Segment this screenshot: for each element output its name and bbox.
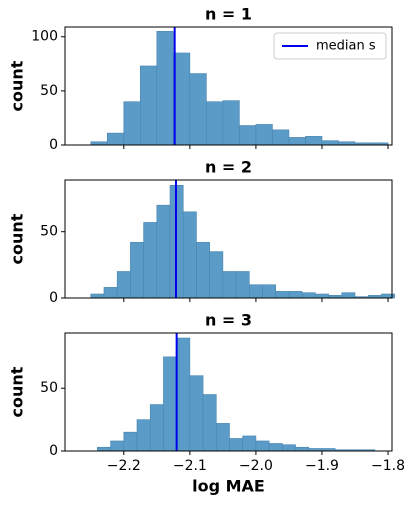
legend-box bbox=[273, 32, 387, 60]
histogram-bar bbox=[163, 356, 177, 452]
axes-frame bbox=[64, 26, 393, 146]
histogram-bar bbox=[206, 101, 224, 146]
histogram-bar bbox=[229, 438, 244, 452]
histogram-bar bbox=[239, 125, 257, 146]
histogram-bar bbox=[315, 293, 329, 299]
histogram-bar bbox=[282, 444, 296, 452]
histogram-bar bbox=[123, 101, 141, 146]
histogram-bar bbox=[136, 419, 151, 452]
y-tick-label: 0 bbox=[49, 290, 58, 306]
x-axis-label: log MAE bbox=[192, 477, 265, 496]
histogram-bar bbox=[222, 100, 240, 146]
x-tick-label: −2.0 bbox=[239, 458, 273, 474]
y-axis-label: count bbox=[8, 366, 27, 417]
y-axis-label: count bbox=[8, 60, 27, 111]
histogram-bar bbox=[196, 242, 210, 299]
histogram-bar bbox=[249, 284, 263, 299]
histogram-bar bbox=[97, 446, 111, 452]
histogram-bar bbox=[106, 132, 125, 146]
subplot-title: n = 1 bbox=[205, 5, 252, 24]
histogram-bar bbox=[275, 291, 290, 299]
histogram-bar bbox=[130, 242, 144, 299]
histogram-bar bbox=[140, 65, 158, 146]
histogram-bar bbox=[182, 211, 197, 299]
y-tick-label: 50 bbox=[40, 224, 58, 240]
histogram-bar bbox=[268, 443, 283, 452]
histogram-bar bbox=[176, 337, 191, 452]
histogram-bar bbox=[143, 222, 158, 299]
y-axis-label: count bbox=[8, 213, 27, 264]
subplot-title: n = 3 bbox=[205, 311, 252, 330]
histogram-bar bbox=[173, 52, 191, 146]
histogram-bar bbox=[295, 446, 310, 452]
histogram-bar bbox=[341, 292, 356, 299]
histogram-bar bbox=[90, 293, 105, 299]
y-tick-label: 0 bbox=[49, 137, 58, 153]
x-tick-label: −1.9 bbox=[305, 458, 339, 474]
axes-frame bbox=[64, 332, 393, 452]
histogram-bar bbox=[116, 271, 131, 299]
histogram-bar bbox=[305, 136, 323, 146]
x-tick-label: −1.8 bbox=[371, 458, 405, 474]
histogram-bar bbox=[288, 291, 303, 299]
y-tick-label: 50 bbox=[40, 83, 58, 99]
histogram-bar bbox=[272, 129, 290, 146]
histogram-bar bbox=[123, 431, 138, 452]
histogram-bar bbox=[156, 31, 174, 146]
histogram-bar bbox=[156, 204, 171, 299]
histogram-bar bbox=[242, 435, 257, 452]
legend-label: median s bbox=[316, 39, 376, 54]
histogram-bar bbox=[235, 271, 250, 299]
histogram-bar bbox=[288, 137, 306, 146]
histogram-bar bbox=[149, 404, 164, 452]
histogram-bar bbox=[381, 293, 395, 299]
subplot-title: n = 2 bbox=[205, 158, 252, 177]
histogram-bar bbox=[255, 440, 270, 452]
x-tick-label: −2.1 bbox=[173, 458, 207, 474]
histogram-bar bbox=[222, 271, 237, 299]
histogram-bar bbox=[189, 375, 204, 452]
histogram-bar bbox=[103, 287, 118, 299]
x-tick-label: −2.2 bbox=[107, 458, 141, 474]
axes-frame bbox=[64, 179, 393, 299]
histogram-bar bbox=[321, 140, 339, 146]
histogram-bar bbox=[110, 440, 125, 452]
y-tick-label: 50 bbox=[40, 380, 58, 396]
histogram-bar bbox=[202, 394, 217, 452]
histogram-bar bbox=[255, 124, 273, 146]
histogram-bar bbox=[209, 251, 224, 299]
histogram-bar bbox=[262, 284, 277, 299]
y-tick-label: 0 bbox=[49, 443, 58, 459]
y-tick-label: 100 bbox=[31, 29, 58, 45]
histogram-bar bbox=[189, 73, 207, 146]
histogram-bar bbox=[215, 423, 230, 452]
histogram-bar bbox=[301, 292, 316, 299]
